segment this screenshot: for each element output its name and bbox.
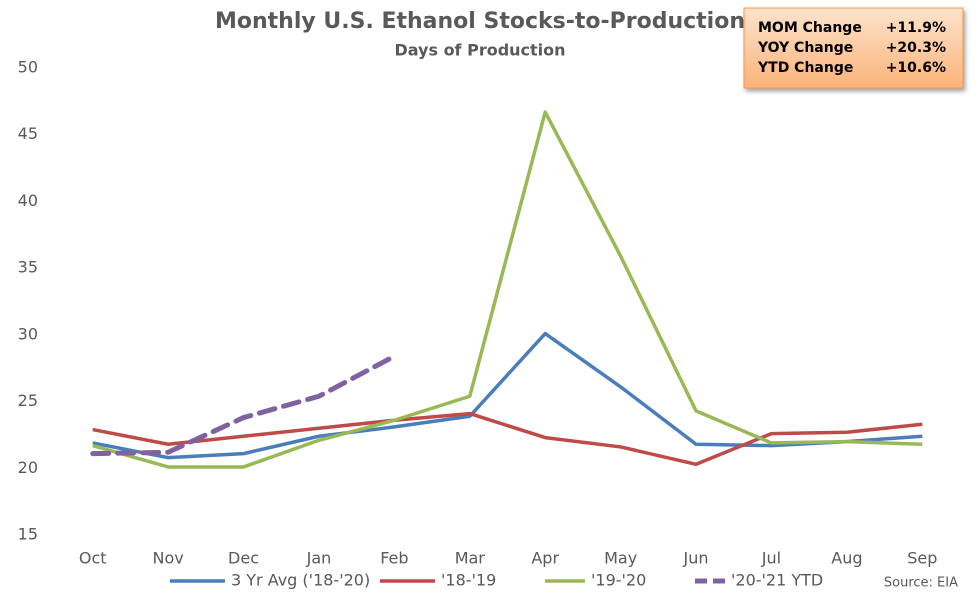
y-tick-label: 50 bbox=[18, 58, 38, 77]
x-tick-label: Mar bbox=[455, 549, 486, 568]
legend-item: '20-'21 YTD bbox=[695, 571, 823, 590]
y-tick-label: 30 bbox=[18, 324, 38, 343]
series-line bbox=[92, 110, 923, 469]
y-tick-label: 25 bbox=[18, 391, 38, 410]
stat-label: YOY Change bbox=[757, 40, 853, 56]
stat-label: MOM Change bbox=[758, 20, 862, 36]
stats-box-bg bbox=[743, 7, 964, 89]
series-line bbox=[92, 411, 923, 467]
x-tick-label: Jun bbox=[683, 549, 709, 568]
x-tick-label: Aug bbox=[831, 549, 862, 568]
legend-label: '20-'21 YTD bbox=[731, 571, 823, 590]
stats-box: MOM Change +11.9% YOY Change +20.3% YTD … bbox=[743, 7, 964, 89]
legend-item: 3 Yr Avg ('18-'20) bbox=[170, 571, 370, 590]
legend-label: '19-'20 bbox=[591, 571, 646, 590]
y-tick-label: 20 bbox=[18, 458, 38, 477]
x-tick-label: Jan bbox=[306, 549, 332, 568]
legend-item: '18-'19 bbox=[380, 571, 496, 590]
chart-title: Monthly U.S. Ethanol Stocks-to-Productio… bbox=[215, 9, 745, 34]
x-tick-label: Nov bbox=[153, 549, 184, 568]
x-tick-label: Apr bbox=[531, 549, 559, 568]
x-tick-label: Oct bbox=[79, 549, 107, 568]
x-tick-label: Feb bbox=[380, 549, 408, 568]
series-line bbox=[90, 353, 397, 457]
x-tick-label: Jul bbox=[761, 549, 781, 568]
x-tick-label: Sep bbox=[907, 549, 937, 568]
x-tick-label: May bbox=[604, 549, 637, 568]
legend-label: '18-'19 bbox=[441, 571, 496, 590]
series-line bbox=[92, 331, 923, 460]
y-tick-label: 40 bbox=[18, 191, 38, 210]
chart-subtitle: Days of Production bbox=[394, 41, 565, 60]
stat-label: YTD Change bbox=[757, 60, 853, 76]
stat-value: +20.3% bbox=[886, 40, 946, 56]
legend-item: '19-'20 bbox=[545, 571, 646, 590]
legend-label: 3 Yr Avg ('18-'20) bbox=[231, 571, 370, 590]
y-tick-label: 15 bbox=[18, 525, 38, 544]
y-tick-label: 45 bbox=[18, 124, 38, 143]
stat-value: +10.6% bbox=[886, 60, 946, 76]
stat-value: +11.9% bbox=[886, 20, 946, 36]
x-tick-label: Dec bbox=[228, 549, 259, 568]
source: Source: EIA bbox=[884, 576, 958, 591]
y-tick-label: 35 bbox=[18, 258, 38, 277]
